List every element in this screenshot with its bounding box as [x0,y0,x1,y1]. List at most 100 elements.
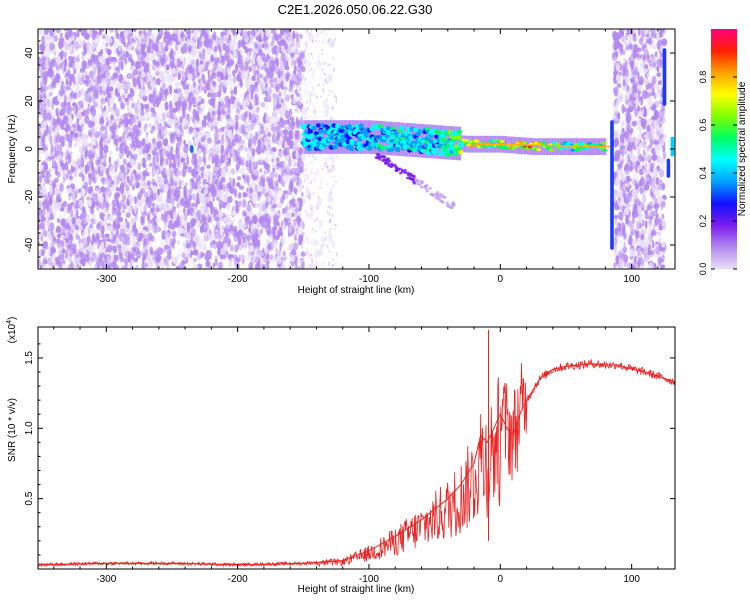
noise-blob [92,177,97,184]
noise-blob [57,107,61,113]
noise-blob [105,167,110,176]
noise-blob [283,159,287,168]
noise-blob [221,169,227,177]
noise-blob [323,36,326,45]
noise-blob [69,151,73,156]
noise-blob [218,38,223,47]
noise-blob [140,218,145,224]
noise-blob [212,31,217,41]
noise-blob [189,67,193,75]
noise-blob [112,60,116,70]
noise-blob [155,206,160,213]
noise-blob [55,201,61,211]
noise-blob [113,207,117,216]
noise-blob [157,123,163,133]
noise-blob [310,229,314,234]
noise-blob [99,211,104,220]
noise-blob [83,154,88,161]
noise-blob [109,29,115,33]
noise-blob [75,56,80,63]
noise-blob [112,245,117,254]
noise-blob [196,209,201,218]
noise-blob [321,61,326,66]
noise-blob [248,262,253,269]
noise-blob [198,155,203,165]
noise-blob [245,216,250,221]
noise-blob [91,53,96,59]
noise-blob [143,191,148,198]
noise-blob [129,115,135,121]
noise-blob [66,187,73,194]
noise-blob [132,169,137,175]
noise-blob [281,101,287,110]
noise-blob [59,182,64,192]
noise-blob [225,44,230,53]
noise-blob [192,170,198,179]
noise-blob [132,68,139,76]
noise-blob [49,42,55,51]
noise-blob [59,32,63,38]
noise-blob [100,186,105,193]
noise-blob [193,234,199,243]
noise-blob [224,151,229,158]
noise-blob [276,77,282,86]
noise-region [38,29,306,269]
noise-blob [81,73,85,83]
noise-blob [238,225,242,230]
noise-blob [225,213,231,222]
noise-blob [105,190,111,201]
noise-blob [98,201,101,209]
noise-blob [276,255,282,265]
noise-blob [175,89,181,94]
noise-blob [294,165,300,174]
noise-blob [164,128,168,137]
noise-blob [241,113,247,122]
noise-blob [275,34,280,41]
noise-blob [91,213,96,219]
noise-blob [137,191,142,200]
noise-blob [49,263,53,268]
noise-blob [134,213,138,222]
noise-blob [276,133,280,141]
noise-blob [159,103,164,111]
noise-blob [96,74,102,84]
noise-blob [71,191,77,197]
noise-blob [137,225,142,234]
noise-blob [213,91,220,98]
noise-blob [269,150,275,157]
noise-blob [187,56,192,65]
noise-blob [200,170,204,179]
noise-blob [224,109,231,119]
noise-blob [169,160,172,169]
noise-blob [265,213,272,224]
noise-blob [207,261,211,268]
noise-blob [151,211,156,216]
noise-blob [191,210,197,215]
noise-blob [224,131,229,139]
noise-blob [220,248,224,255]
noise-blob [165,169,171,177]
noise-blob [64,29,68,32]
noise-blob [77,218,82,228]
noise-blob [65,78,69,86]
noise-blob [318,249,324,256]
noise-blob [108,244,112,254]
noise-blob [286,72,290,79]
noise-blob [198,175,201,181]
noise-blob [256,106,260,113]
noise-blob [71,217,76,225]
noise-blob [101,81,106,91]
noise-blob [127,150,132,156]
noise-blob [99,127,103,133]
noise-blob [257,139,262,147]
noise-blob [203,243,207,252]
noise-blob [191,185,195,190]
noise-blob [175,106,179,112]
noise-blob [250,113,257,124]
noise-blob [289,182,294,192]
noise-blob [66,218,69,223]
noise-blob [42,181,46,188]
noise-blob [182,109,186,119]
noise-blob [267,143,272,149]
noise-blob [45,162,48,171]
